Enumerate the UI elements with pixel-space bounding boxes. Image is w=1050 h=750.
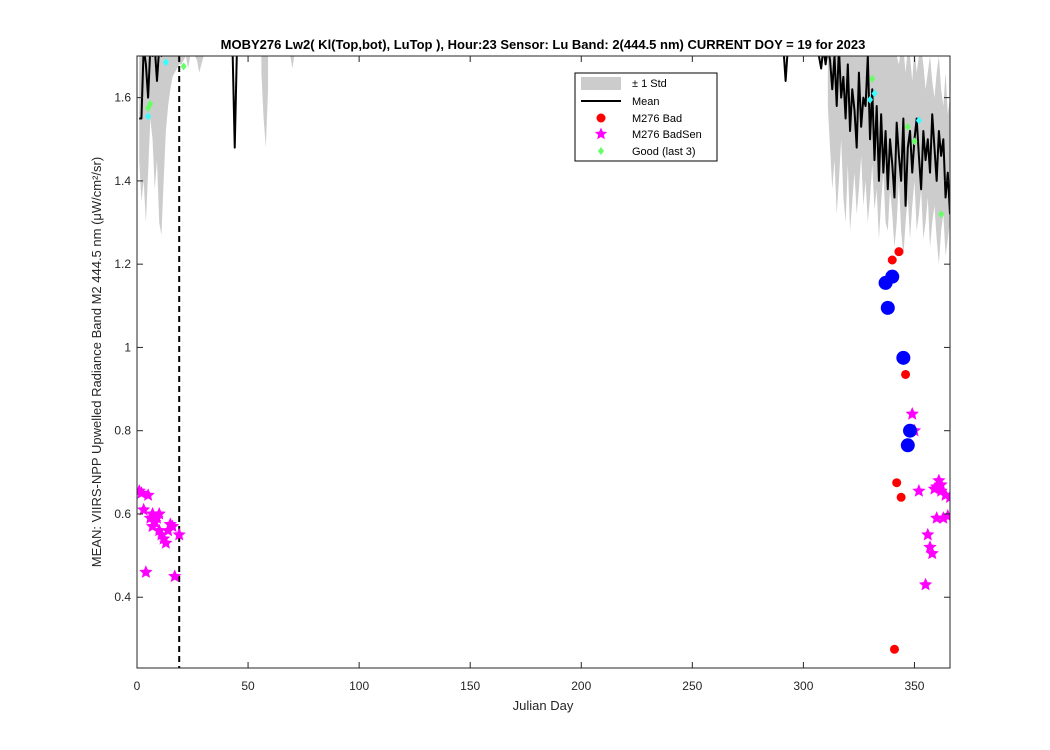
std-band-segment bbox=[290, 56, 295, 69]
legend-std-swatch bbox=[581, 77, 621, 90]
y-tick-label: 0.4 bbox=[114, 590, 131, 604]
std-band-segment bbox=[139, 56, 193, 236]
x-tick-label: 150 bbox=[460, 679, 480, 693]
y-tick-label: 1.6 bbox=[114, 91, 131, 105]
legend-bad-swatch bbox=[596, 113, 606, 123]
plot-frame bbox=[136, 55, 951, 669]
mean-line-segment bbox=[782, 56, 789, 82]
badsen-point bbox=[168, 569, 182, 583]
badsen-point bbox=[152, 506, 166, 520]
plot-area bbox=[137, 56, 950, 668]
bad-point bbox=[887, 255, 897, 265]
blue-point bbox=[896, 350, 911, 365]
badsen-point bbox=[172, 527, 186, 541]
x-tick-label: 100 bbox=[349, 679, 369, 693]
good-point bbox=[869, 74, 876, 83]
blue-point bbox=[903, 423, 918, 438]
good-point bbox=[904, 122, 911, 131]
legend-mean-label: Mean bbox=[632, 96, 660, 108]
legend: ± 1 Std Mean M276 Bad M276 BadSen Good (… bbox=[574, 72, 718, 162]
mean-line-segment bbox=[817, 56, 950, 215]
badsen-point bbox=[921, 527, 935, 541]
badsen-point bbox=[141, 488, 155, 501]
blue-point bbox=[900, 438, 915, 453]
badsen-point bbox=[905, 407, 919, 420]
x-tick-label: 350 bbox=[904, 679, 924, 693]
mean-line-segment bbox=[139, 56, 163, 120]
chart-title: MOBY276 Lw2( Kl(Top,bot), LuTop ), Hour:… bbox=[221, 37, 866, 52]
y-tick-label: 0.8 bbox=[114, 424, 131, 438]
mean-line-layer bbox=[139, 56, 950, 215]
x-tick-label: 300 bbox=[793, 679, 813, 693]
badsen-point bbox=[137, 486, 149, 499]
x-tick-label: 50 bbox=[241, 679, 255, 693]
cyan-point bbox=[915, 116, 922, 125]
x-axis-label: Julian Day bbox=[513, 698, 574, 713]
mean-line-segment bbox=[231, 56, 238, 149]
x-tick-label: 250 bbox=[682, 679, 702, 693]
badsen-point bbox=[165, 519, 180, 533]
x-axis: 0 50 100 150 200 250 300 350 bbox=[134, 56, 925, 693]
badsen-point bbox=[943, 490, 950, 503]
y-tick-label: 0.6 bbox=[114, 507, 131, 521]
y-tick-label: 1 bbox=[124, 340, 131, 354]
points-layer bbox=[137, 58, 950, 654]
cyan-point bbox=[162, 58, 169, 67]
legend-badsen-label: M276 BadSen bbox=[632, 129, 702, 141]
badsen-point bbox=[936, 511, 950, 524]
bad-point bbox=[889, 644, 899, 654]
y-axis-label: MEAN: VIIRS-NPP Upwelled Radiance Band M… bbox=[89, 157, 104, 567]
badsen-point bbox=[925, 546, 939, 560]
blue-point bbox=[880, 300, 895, 315]
std-band-segment bbox=[194, 56, 204, 73]
legend-bad-label: M276 Bad bbox=[632, 113, 682, 125]
legend-badsen-swatch bbox=[594, 127, 608, 140]
x-tick-label: 0 bbox=[134, 679, 141, 693]
bad-point bbox=[896, 492, 906, 502]
blue-point bbox=[885, 269, 900, 284]
bad-point bbox=[901, 369, 911, 379]
cyan-point bbox=[867, 95, 874, 104]
y-tick-label: 1.4 bbox=[114, 174, 131, 188]
cyan-point bbox=[871, 89, 878, 98]
legend-good-label: Good (last 3) bbox=[632, 146, 696, 158]
badsen-point bbox=[941, 509, 950, 522]
badsen-point bbox=[161, 523, 175, 537]
legend-std-label: ± 1 Std bbox=[632, 78, 667, 90]
legend-good-swatch bbox=[598, 147, 604, 155]
cyan-point bbox=[145, 112, 152, 121]
std-band-segment bbox=[261, 56, 269, 148]
bad-point bbox=[894, 247, 904, 257]
bad-point bbox=[892, 478, 902, 488]
good-point bbox=[180, 62, 187, 71]
good-point bbox=[147, 99, 154, 108]
badsen-point bbox=[139, 565, 153, 578]
good-point bbox=[938, 210, 945, 219]
x-tick-label: 200 bbox=[571, 679, 591, 693]
good-point bbox=[911, 137, 918, 146]
y-axis: 0.4 0.6 0.8 1 1.2 1.4 1.6 bbox=[114, 91, 950, 604]
y-tick-label: 1.2 bbox=[114, 257, 131, 271]
badsen-point bbox=[912, 484, 926, 497]
badsen-point bbox=[159, 536, 173, 549]
badsen-point bbox=[918, 577, 933, 591]
